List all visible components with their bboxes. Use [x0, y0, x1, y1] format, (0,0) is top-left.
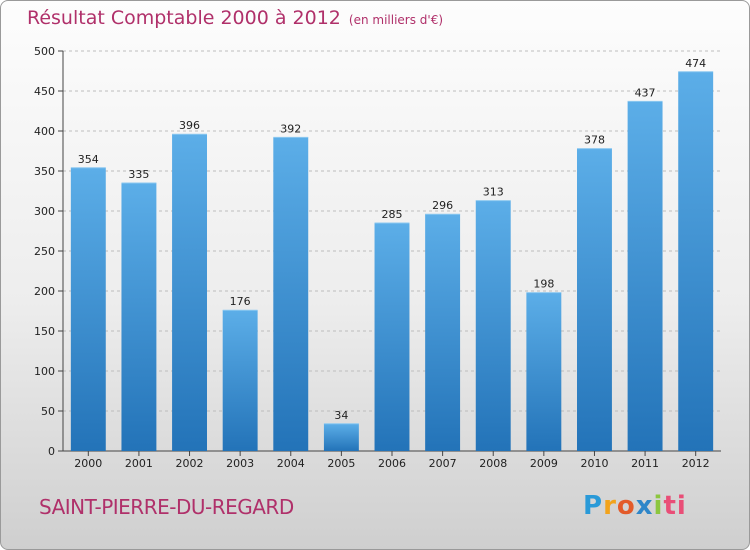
bar-2011: [627, 101, 663, 452]
x-tick-label: 2010: [580, 457, 608, 470]
logo-letter: P: [583, 491, 604, 521]
bar-2008: [475, 200, 511, 451]
bar-2001: [121, 183, 157, 451]
bar-2007: [425, 214, 461, 451]
x-tick-label: 2005: [327, 457, 355, 470]
x-tick-label: 2000: [74, 457, 102, 470]
value-label: 354: [78, 153, 99, 166]
logo-letter: ti: [663, 491, 687, 521]
labels: 354 2000 335 2001 396 2002 176 2003 392 2004 34 200…: [74, 57, 709, 470]
value-label: 474: [685, 57, 706, 70]
value-label: 392: [280, 122, 301, 135]
x-tick-label: 2011: [631, 457, 659, 470]
y-tick-label: 400: [34, 125, 55, 138]
y-tick-label: 150: [34, 325, 55, 338]
x-tick-label: 2012: [682, 457, 710, 470]
x-tick-label: 2003: [226, 457, 254, 470]
value-label: 313: [483, 186, 504, 199]
y-tick-label: 500: [34, 45, 55, 58]
logo-letter: o: [616, 491, 636, 521]
bar-2012: [678, 71, 714, 452]
value-label: 285: [382, 208, 403, 221]
logo-letter: x: [635, 491, 654, 521]
y-tick-label: 450: [34, 85, 55, 98]
y-tick-label: 200: [34, 285, 55, 298]
y-tick-label: 350: [34, 165, 55, 178]
y-tick-label: 100: [34, 365, 55, 378]
value-label: 296: [432, 199, 453, 212]
bars: [70, 71, 714, 452]
x-tick-label: 2001: [125, 457, 153, 470]
x-tick-label: 2009: [530, 457, 558, 470]
logo-letter: i: [653, 491, 664, 521]
chart-title: Résultat Comptable 2000 à 2012: [27, 7, 341, 29]
value-label: 198: [533, 278, 554, 291]
bar-2009: [526, 292, 562, 451]
bar-2005: [323, 423, 359, 451]
value-label: 335: [128, 168, 149, 181]
chart-subtitle: (en milliers d'€): [348, 13, 444, 27]
x-tick-label: 2002: [176, 457, 204, 470]
bar-2004: [273, 137, 309, 451]
x-tick-label: 2008: [479, 457, 507, 470]
commune-name: SAINT-PIERRE-DU-REGARD: [39, 495, 294, 519]
x-tick-label: 2006: [378, 457, 406, 470]
y-tick-label: 250: [34, 245, 55, 258]
value-label: 176: [230, 295, 251, 308]
y-tick-label: 0: [48, 445, 55, 458]
y-tick-label: 50: [41, 405, 55, 418]
logo-letter: r: [603, 491, 617, 521]
bar-2010: [576, 148, 612, 451]
proxiti-logo: Proxiti: [583, 491, 687, 521]
y-tick-label: 300: [34, 205, 55, 218]
bar-2000: [70, 167, 106, 452]
bar-2002: [172, 134, 208, 451]
value-label: 378: [584, 134, 605, 147]
value-label: 396: [179, 119, 200, 132]
x-tick-label: 2004: [277, 457, 305, 470]
chart-title-block: Résultat Comptable 2000 à 2012 (en millie…: [27, 7, 443, 29]
axes: 0 50 100 150 200 250 300 350 400 450 500: [34, 45, 721, 458]
x-tick-label: 2007: [429, 457, 457, 470]
value-label: 34: [334, 409, 348, 422]
bar-2003: [222, 310, 258, 451]
bar-2006: [374, 223, 410, 451]
value-label: 437: [635, 86, 656, 99]
